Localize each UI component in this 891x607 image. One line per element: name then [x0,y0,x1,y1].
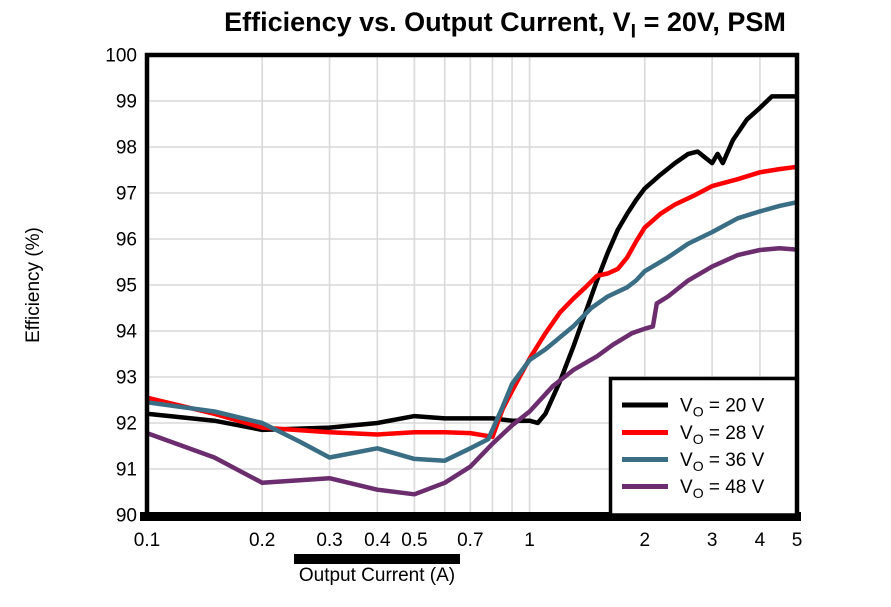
y-tick-label-94: 94 [116,322,138,343]
y-tick-label-91: 91 [116,460,137,481]
series-line-vo-28-v [146,164,798,440]
x-tick-label-0.7: 0.7 [457,530,483,551]
legend-item-vo-20-v: VO = 20 V [622,396,765,420]
x-tick-label-1: 1 [524,530,535,551]
y-tick-label-92: 92 [116,414,137,435]
y-tick-label-90: 90 [116,506,137,527]
y-tick-label-99: 99 [116,92,137,113]
chart-title-sub: I [630,20,637,43]
x-tick-label-0.1: 0.1 [134,530,160,551]
y-tick-label-100: 100 [105,46,137,67]
legend-label: VO = 48 V [680,477,765,501]
y-tick-label-96: 96 [116,230,137,251]
legend-item-vo-36-v: VO = 36 V [622,450,765,474]
x-tick-label-0.3: 0.3 [316,530,342,551]
legend-label: VO = 28 V [680,423,765,447]
x-tick-label-5: 5 [792,530,803,551]
y-tick-label-98: 98 [116,138,137,159]
x-tick-label-0.4: 0.4 [364,530,391,551]
series-line-vo-20-v [146,94,797,433]
series-line-vo-36-v [146,199,798,463]
legend: VO = 20 V VO = 28 V VO = 36 V VO = 48 V [608,376,799,517]
legend-box [608,376,799,517]
legend-label: VO = 36 V [680,450,765,474]
x-axis-underline-bar [294,554,460,564]
chart-title: Efficiency vs. Output Current, VI = 20V,… [140,7,870,43]
y-tick-label-93: 93 [116,368,137,389]
x-tick-label-2: 2 [639,530,650,551]
chart-title-post: = 20V, PSM [636,7,786,37]
series-line-vo-48-v [146,245,798,497]
y-tick-label-97: 97 [116,184,137,205]
x-tick-label-0.2: 0.2 [249,530,275,551]
x-axis-title: Output Current (A) [298,565,456,586]
x-tick-label-0.5: 0.5 [401,530,427,551]
legend-label: VO = 20 V [680,396,765,420]
legend-item-vo-28-v: VO = 28 V [622,423,765,447]
y-tick-label-95: 95 [116,276,137,297]
x-tick-label-4: 4 [755,530,766,551]
x-tick-label-3: 3 [707,530,718,551]
chart-title-pre: Efficiency vs. Output Current, V [224,7,631,37]
legend-item-vo-48-v: VO = 48 V [622,477,765,501]
